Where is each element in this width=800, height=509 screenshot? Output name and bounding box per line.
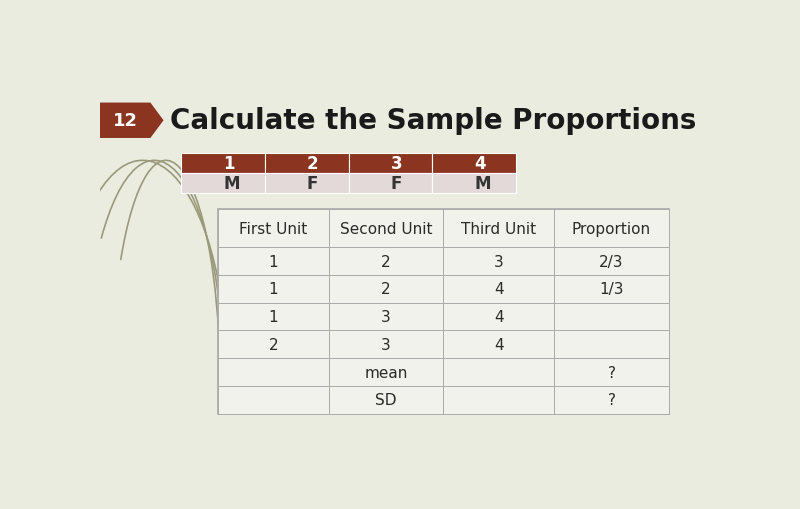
Bar [329,331,443,358]
Text: M: M [223,174,240,192]
Bar [554,331,669,358]
Bar [218,209,329,248]
Text: F: F [307,174,318,192]
Text: mean: mean [364,365,408,380]
Text: Proportion: Proportion [572,221,651,236]
Bar [329,209,443,248]
Bar [443,331,554,358]
Text: 1/3: 1/3 [599,282,624,297]
Text: 3: 3 [494,254,504,269]
Text: First Unit: First Unit [239,221,307,236]
Bar [443,358,554,386]
Text: ?: ? [607,392,615,408]
Bar [182,173,265,193]
Bar [443,303,554,331]
Bar [218,209,669,414]
Text: Third Unit: Third Unit [461,221,536,236]
Bar [265,173,349,193]
Text: Second Unit: Second Unit [340,221,432,236]
Bar [443,275,554,303]
Bar [433,153,516,173]
Text: Calculate the Sample Proportions: Calculate the Sample Proportions [170,107,697,135]
Text: 2: 2 [307,154,318,172]
Bar [554,358,669,386]
Bar [554,386,669,414]
Text: 1: 1 [268,309,278,324]
Text: 1: 1 [268,254,278,269]
Text: 2/3: 2/3 [599,254,624,269]
Bar [329,303,443,331]
Bar [554,209,669,248]
Text: 2: 2 [381,282,390,297]
Bar [218,358,329,386]
Text: 3: 3 [381,309,391,324]
Bar [218,331,329,358]
Text: F: F [390,174,402,192]
Bar [265,153,349,173]
Polygon shape [100,103,163,138]
Bar [329,358,443,386]
Text: ?: ? [607,365,615,380]
Text: 3: 3 [381,337,391,352]
Bar [349,153,433,173]
Text: 2: 2 [268,337,278,352]
Bar [218,386,329,414]
Bar [554,248,669,275]
Bar [329,275,443,303]
Bar [218,275,329,303]
Bar [329,386,443,414]
Bar [182,153,265,173]
Text: 4: 4 [494,282,503,297]
Bar [443,248,554,275]
Bar [554,303,669,331]
Text: 1: 1 [268,282,278,297]
Bar [218,303,329,331]
Bar [218,248,329,275]
Text: 12: 12 [113,112,138,130]
Bar [443,386,554,414]
Text: 4: 4 [494,337,503,352]
Bar [554,275,669,303]
Text: 1: 1 [223,154,234,172]
Bar [433,173,516,193]
Bar [443,209,554,248]
Text: SD: SD [375,392,397,408]
Bar [329,248,443,275]
Bar [349,173,433,193]
Text: 3: 3 [390,154,402,172]
Text: 4: 4 [494,309,503,324]
Text: 2: 2 [381,254,390,269]
Text: M: M [474,174,491,192]
Text: 4: 4 [474,154,486,172]
